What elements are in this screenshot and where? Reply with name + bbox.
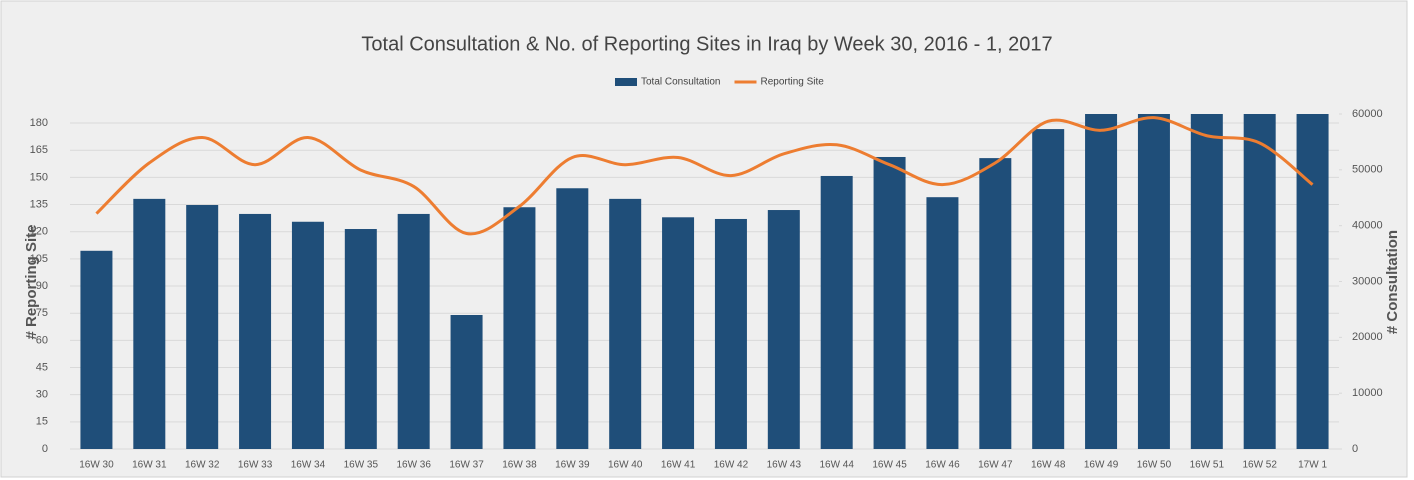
y-tick-label: 150 [30, 171, 48, 183]
x-tick-label: 16W 48 [1031, 460, 1066, 471]
x-tick-label: 16W 49 [1084, 460, 1119, 471]
x-tick-label: 16W 38 [502, 460, 537, 471]
chart-title: Total Consultation & No. of Reporting Si… [361, 33, 1052, 55]
bar [1190, 114, 1223, 449]
y-tick-label: 90 [36, 280, 48, 292]
y2-tick-label: 60000 [1352, 108, 1383, 120]
y-tick-label: 165 [30, 144, 48, 156]
y2-axis-title: # Consultation [1384, 230, 1401, 334]
x-tick-label: 16W 50 [1137, 460, 1172, 471]
y-tick-label: 120 [30, 226, 48, 238]
x-tick-label: 16W 30 [79, 460, 114, 471]
y2-tick-label: 40000 [1352, 220, 1383, 232]
y-tick-label: 105 [30, 253, 48, 265]
bar [80, 250, 113, 449]
y-tick-label: 30 [36, 389, 48, 401]
x-tick-label: 16W 32 [185, 460, 220, 471]
bar [1243, 114, 1276, 449]
bar [767, 210, 800, 449]
x-tick-label: 16W 51 [1190, 460, 1225, 471]
legend-label: Total Consultation [641, 77, 721, 88]
x-tick-label: 16W 39 [555, 460, 590, 471]
bar [291, 221, 324, 449]
y-tick-label: 15 [36, 416, 48, 428]
y-tick-label: 75 [36, 307, 48, 319]
x-tick-label: 16W 33 [238, 460, 273, 471]
x-tick-label: 16W 37 [449, 460, 484, 471]
bar [450, 315, 483, 449]
bar [609, 198, 642, 449]
y-tick-label: 0 [42, 443, 48, 455]
x-tick-label: 16W 34 [291, 460, 326, 471]
bar [926, 197, 959, 449]
bar [1296, 114, 1329, 449]
bar [344, 229, 377, 449]
bar [397, 213, 430, 449]
y2-tick-label: 30000 [1352, 275, 1383, 287]
y2-tick-label: 0 [1352, 443, 1358, 455]
legend-label: Reporting Site [761, 77, 825, 88]
x-tick-label: 16W 35 [344, 460, 379, 471]
y2-tick-label: 50000 [1352, 164, 1383, 176]
y-tick-label: 60 [36, 334, 48, 346]
x-tick-label: 16W 31 [132, 460, 167, 471]
x-tick-label: 16W 42 [714, 460, 749, 471]
bar [1085, 114, 1118, 449]
y2-tick-label: 20000 [1352, 331, 1383, 343]
bar [714, 218, 747, 449]
y2-tick-label: 10000 [1352, 387, 1383, 399]
bar [186, 205, 219, 449]
bar [820, 175, 853, 449]
bar [1032, 129, 1065, 449]
line [95, 116, 1314, 236]
bar [1137, 114, 1170, 449]
x-tick-label: 16W 45 [872, 460, 907, 471]
bar [239, 213, 272, 449]
bar [979, 158, 1012, 449]
bar [503, 207, 536, 449]
x-tick-label: 16W 44 [819, 460, 854, 471]
x-tick-label: 16W 52 [1242, 460, 1277, 471]
x-tick-label: 16W 40 [608, 460, 643, 471]
bar [662, 217, 695, 449]
x-tick-label: 16W 47 [978, 460, 1013, 471]
x-tick-label: 16W 43 [767, 460, 802, 471]
x-tick-label: 16W 46 [925, 460, 960, 471]
y-tick-label: 135 [30, 198, 48, 210]
y-tick-label: 180 [30, 117, 48, 129]
x-tick-label: 16W 41 [661, 460, 696, 471]
x-tick-label: 16W 36 [396, 460, 431, 471]
x-tick-label: 17W 1 [1298, 460, 1327, 471]
bar [873, 156, 906, 449]
legend-swatch [615, 78, 637, 86]
y-axis-title: # Reporting Site [23, 224, 40, 339]
bar [556, 188, 589, 449]
bar [133, 198, 166, 449]
y-tick-label: 45 [36, 361, 48, 373]
